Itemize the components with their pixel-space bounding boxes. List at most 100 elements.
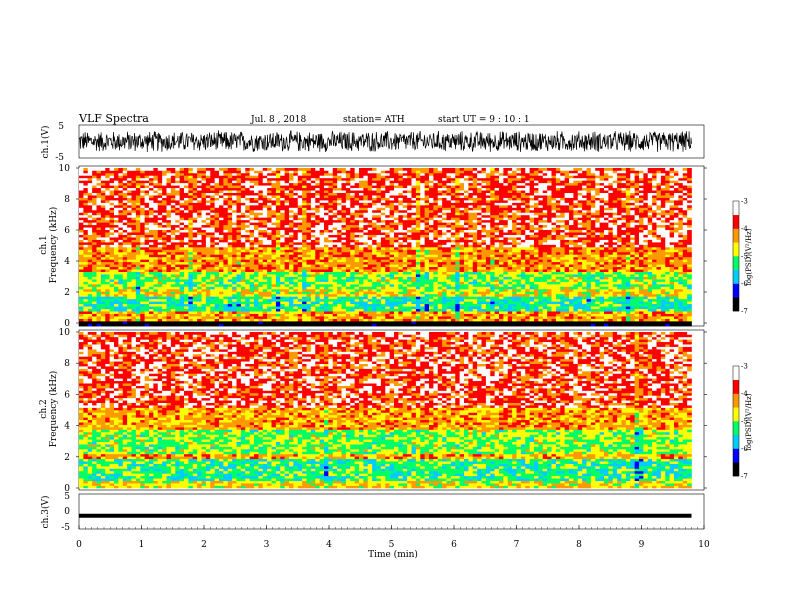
spectrogram-cell [503,266,509,270]
spectrogram-cell [275,249,281,253]
spectrogram-cell [481,316,487,319]
spectrogram-cell [660,259,666,263]
spectrogram-cell [534,313,539,317]
spectrogram-cell [232,271,237,275]
spectrogram-cell [140,303,145,307]
spectrogram-cell [302,298,307,302]
spectrogram-cell [485,303,491,307]
spectrogram-cell [341,284,347,287]
spectrogram-cell [520,301,526,305]
spectrogram-cell [275,311,281,314]
spectrogram-cell [678,303,684,307]
spectrogram-cell [337,316,342,319]
spectrogram-cell [127,311,132,314]
spectrogram-cell [529,259,535,263]
spectrogram-cell [87,274,93,277]
spectrogram-cell [162,318,167,322]
spectrogram-cell [109,288,115,292]
spectrogram-cell [424,298,430,302]
spectrogram-cell [92,244,97,248]
spectrogram-cell [341,244,347,248]
spectrogram-cell [157,311,163,314]
spectrogram-cell [79,244,84,248]
spectrogram-cell [184,254,189,258]
spectrogram-cell [170,318,176,322]
spectrogram-cell [249,308,255,312]
spectrogram-cell [542,318,548,322]
spectrogram-cell [127,271,132,275]
spectrogram-cell [179,237,185,240]
spectrogram-cell [577,254,583,258]
spectrogram-cell [389,244,395,248]
spectrogram-cell [604,259,609,263]
spectrogram-cell [525,261,530,265]
spectrogram-cell [262,323,268,327]
spectrogram-cell [542,249,548,253]
spectrogram-cell [341,291,347,295]
spectrogram-cell [407,323,412,327]
spectrogram-cell [236,301,242,305]
spectrogram-cell [446,316,452,319]
spectrogram-cell [319,284,325,287]
spectrogram-cell [420,298,425,302]
spectrogram-cell [293,264,299,268]
spectrogram-cell [127,261,132,265]
spectrogram-cell [564,293,570,297]
spectrogram-cell [608,269,614,272]
spectrogram-cell [682,254,688,258]
spectrogram-cell [660,298,666,302]
spectrogram-cell [520,293,526,297]
spectrogram-cell [577,249,583,253]
spectrogram-cell [302,261,307,265]
spectrogram-cell [573,321,579,324]
spectrogram-cell [687,306,692,310]
spectrogram-cell [284,281,290,285]
spectrogram-cell [170,298,176,302]
spectrogram-cell [328,247,334,250]
spectrogram-cell [144,247,150,250]
spectrogram-cell [420,244,425,248]
spectrogram-cell [92,279,97,282]
spectrogram-cell [114,286,119,290]
spectrogram-cell [599,264,605,268]
spectrogram-cell [324,286,329,290]
spectrogram-cell [315,316,320,319]
spectrogram-cell [639,254,644,258]
spectrogram-cell [429,316,434,319]
spectrogram-cell [140,276,145,280]
spectrogram-cell [105,306,110,310]
spectrogram-cell [621,251,627,255]
spectrogram-cell [214,269,220,272]
spectrogram-cell [118,316,124,319]
spectrogram-cell [179,274,185,277]
spectrogram-cell [446,266,452,270]
spectrogram-cell [608,284,614,287]
spectrogram-cell [223,242,229,245]
spectrogram-cell [569,293,574,297]
spectrogram-cell [100,301,106,305]
spectrogram-cell [100,303,106,307]
spectrogram-cell [394,291,399,295]
spectrogram-cell [464,296,469,300]
spectrogram-cell [367,254,373,258]
spectrogram-cell [83,276,89,280]
spectrogram-cell [647,247,653,250]
spectrogram-cell [223,301,229,305]
spectrogram-cell [79,247,84,250]
spectrogram-cell [590,242,596,245]
spectrogram-cell [315,264,320,268]
spectrogram-cell [192,284,198,287]
spectrogram-cell [341,239,347,243]
spectrogram-cell [437,244,443,248]
spectrogram-cell [284,239,290,243]
spectrogram-cell [284,321,290,324]
spectrogram-cell [477,244,482,248]
spectrogram-cell [389,276,395,280]
spectrogram-cell [236,276,242,280]
spectrogram-cell [538,291,544,295]
spectrogram-cell [647,251,653,255]
spectrogram-cell [201,284,207,287]
spectrogram-cell [647,323,653,327]
spectrogram-cell [262,237,268,240]
spectrogram-cell [481,256,487,260]
